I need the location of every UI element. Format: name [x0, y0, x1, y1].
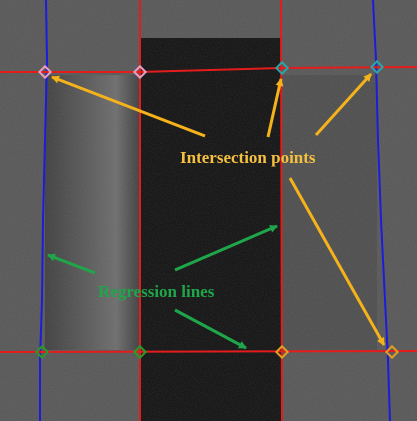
page: Intersection points Regression lines (()… [0, 0, 417, 421]
texture [0, 0, 417, 421]
regression-label: Regression lines [98, 282, 215, 301]
annotated-image: Intersection points Regression lines [0, 0, 417, 421]
red-line [0, 351, 417, 352]
intersection-label: Intersection points [180, 148, 316, 167]
photo [0, 0, 417, 421]
